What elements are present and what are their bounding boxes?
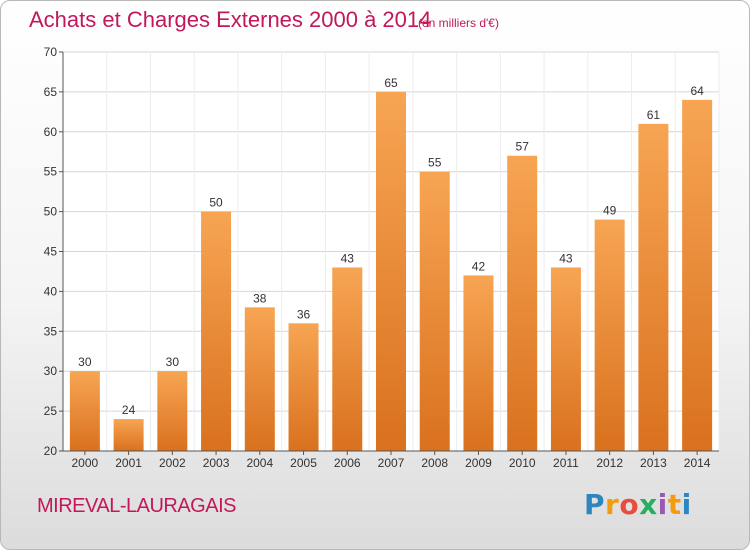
x-tick-label: 2014	[684, 456, 711, 470]
value-label: 42	[472, 259, 486, 273]
value-label: 30	[166, 355, 180, 369]
axes: 20 25 30 35 40 45 50 55 60 65 70 2000 2001 2002 2003 20…	[44, 45, 719, 470]
logo-letter: o	[619, 488, 640, 521]
x-tick-label: 2004	[246, 456, 273, 470]
bar-2005[interactable]	[288, 323, 319, 451]
x-tick-label: 2007	[378, 456, 405, 470]
logo-letter: x	[639, 488, 658, 521]
chart-title: Achats et Charges Externes 2000 à 2014	[29, 7, 432, 32]
logo-letter: r	[605, 488, 620, 521]
bar-2008[interactable]	[419, 171, 450, 451]
y-tick-label: 35	[44, 324, 58, 338]
value-label: 61	[647, 108, 661, 122]
y-tick-label: 60	[44, 125, 58, 139]
chart-subtitle: (en milliers d'€)	[418, 16, 499, 30]
x-tick-label: 2012	[596, 456, 623, 470]
bar-2010[interactable]	[507, 155, 538, 452]
value-label: 49	[603, 204, 617, 218]
logo-letter: i	[657, 488, 668, 521]
value-label: 65	[384, 76, 398, 90]
bar-2004[interactable]	[244, 307, 275, 451]
bar-2006[interactable]	[332, 267, 363, 451]
y-tick-label: 50	[44, 205, 58, 219]
bar-2002[interactable]	[157, 371, 188, 451]
x-tick-label: 2010	[509, 456, 536, 470]
x-tick-label: 2000	[72, 456, 99, 470]
y-tick-label: 40	[44, 284, 58, 298]
x-tick-label: 2008	[421, 456, 448, 470]
x-tick-label: 2002	[159, 456, 186, 470]
value-label: 50	[209, 196, 223, 210]
bar-2013[interactable]	[638, 123, 669, 451]
x-tick-label: 2005	[290, 456, 317, 470]
y-tick-label: 70	[44, 45, 58, 59]
value-label: 30	[78, 355, 92, 369]
value-label: 38	[253, 291, 267, 305]
x-tick-label: 2001	[115, 456, 142, 470]
bar-2011[interactable]	[550, 267, 581, 451]
value-label: 55	[428, 156, 442, 170]
y-tick-label: 45	[44, 245, 58, 259]
bar-2003[interactable]	[201, 211, 232, 451]
y-tick-label: 20	[44, 444, 58, 458]
logo-letter: P	[584, 488, 606, 521]
bar-2012[interactable]	[594, 219, 625, 451]
bar-2009[interactable]	[463, 275, 494, 451]
value-label: 64	[690, 84, 704, 98]
bar-2014[interactable]	[682, 99, 713, 451]
proxiti-logo[interactable]: Proxiti	[584, 488, 692, 521]
value-label: 43	[341, 251, 355, 265]
y-tick-label: 25	[44, 404, 58, 418]
bar-2007[interactable]	[376, 91, 406, 452]
y-tick-label: 30	[44, 364, 58, 378]
value-label: 24	[122, 403, 136, 417]
bars: 30 24 30 50 38 36 43 65 55 42 57 43 49 61 64	[69, 76, 713, 452]
bar-2001[interactable]	[113, 419, 144, 451]
value-label: 43	[559, 251, 573, 265]
logo-letter: i	[681, 488, 692, 521]
y-tick-label: 65	[44, 85, 58, 99]
value-label: 36	[297, 307, 311, 321]
x-tick-label: 2011	[553, 456, 579, 470]
bar-2000[interactable]	[69, 371, 100, 451]
y-tick-label: 55	[44, 165, 58, 179]
logo-letter: t	[667, 488, 682, 521]
x-tick-label: 2006	[334, 456, 361, 470]
value-label: 57	[516, 140, 530, 154]
x-tick-label: 2013	[640, 456, 667, 470]
x-tick-label: 2003	[203, 456, 230, 470]
commune-name: MIREVAL-LAURAGAIS	[37, 495, 236, 517]
x-tick-label: 2009	[465, 456, 492, 470]
bar-chart: 30 24 30 50 38 36 43 65 55 42 57 43 49 61 64 20 25 30 35 4…	[44, 45, 720, 470]
